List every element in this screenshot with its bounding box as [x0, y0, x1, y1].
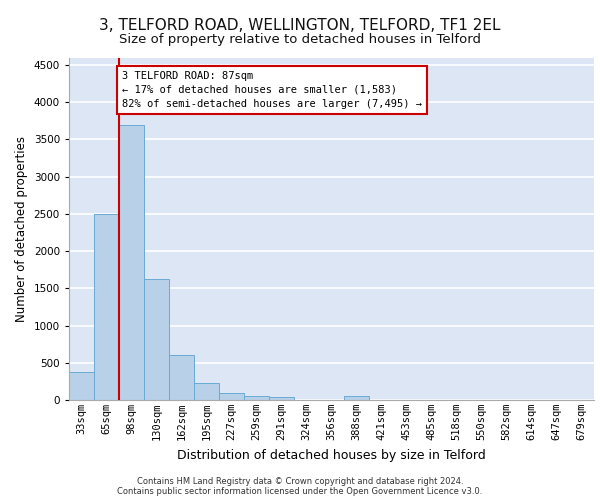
Bar: [69, 372, 94, 400]
Bar: [219, 392, 244, 400]
Bar: [344, 396, 369, 400]
Text: 3, TELFORD ROAD, WELLINGTON, TELFORD, TF1 2EL: 3, TELFORD ROAD, WELLINGTON, TELFORD, TF…: [99, 18, 501, 32]
Bar: [194, 383, 219, 400]
Bar: [169, 356, 194, 400]
Bar: [94, 214, 119, 400]
Bar: [244, 396, 269, 400]
Y-axis label: Number of detached properties: Number of detached properties: [15, 136, 28, 322]
X-axis label: Distribution of detached houses by size in Telford: Distribution of detached houses by size …: [177, 448, 486, 462]
Text: Contains public sector information licensed under the Open Government Licence v3: Contains public sector information licen…: [118, 486, 482, 496]
Bar: [144, 278, 169, 400]
Text: 3 TELFORD ROAD: 87sqm
← 17% of detached houses are smaller (1,583)
82% of semi-d: 3 TELFORD ROAD: 87sqm ← 17% of detached …: [122, 71, 422, 109]
Text: Size of property relative to detached houses in Telford: Size of property relative to detached ho…: [119, 32, 481, 46]
Bar: [269, 397, 294, 400]
Bar: [119, 124, 144, 400]
Text: Contains HM Land Registry data © Crown copyright and database right 2024.: Contains HM Land Registry data © Crown c…: [137, 476, 463, 486]
